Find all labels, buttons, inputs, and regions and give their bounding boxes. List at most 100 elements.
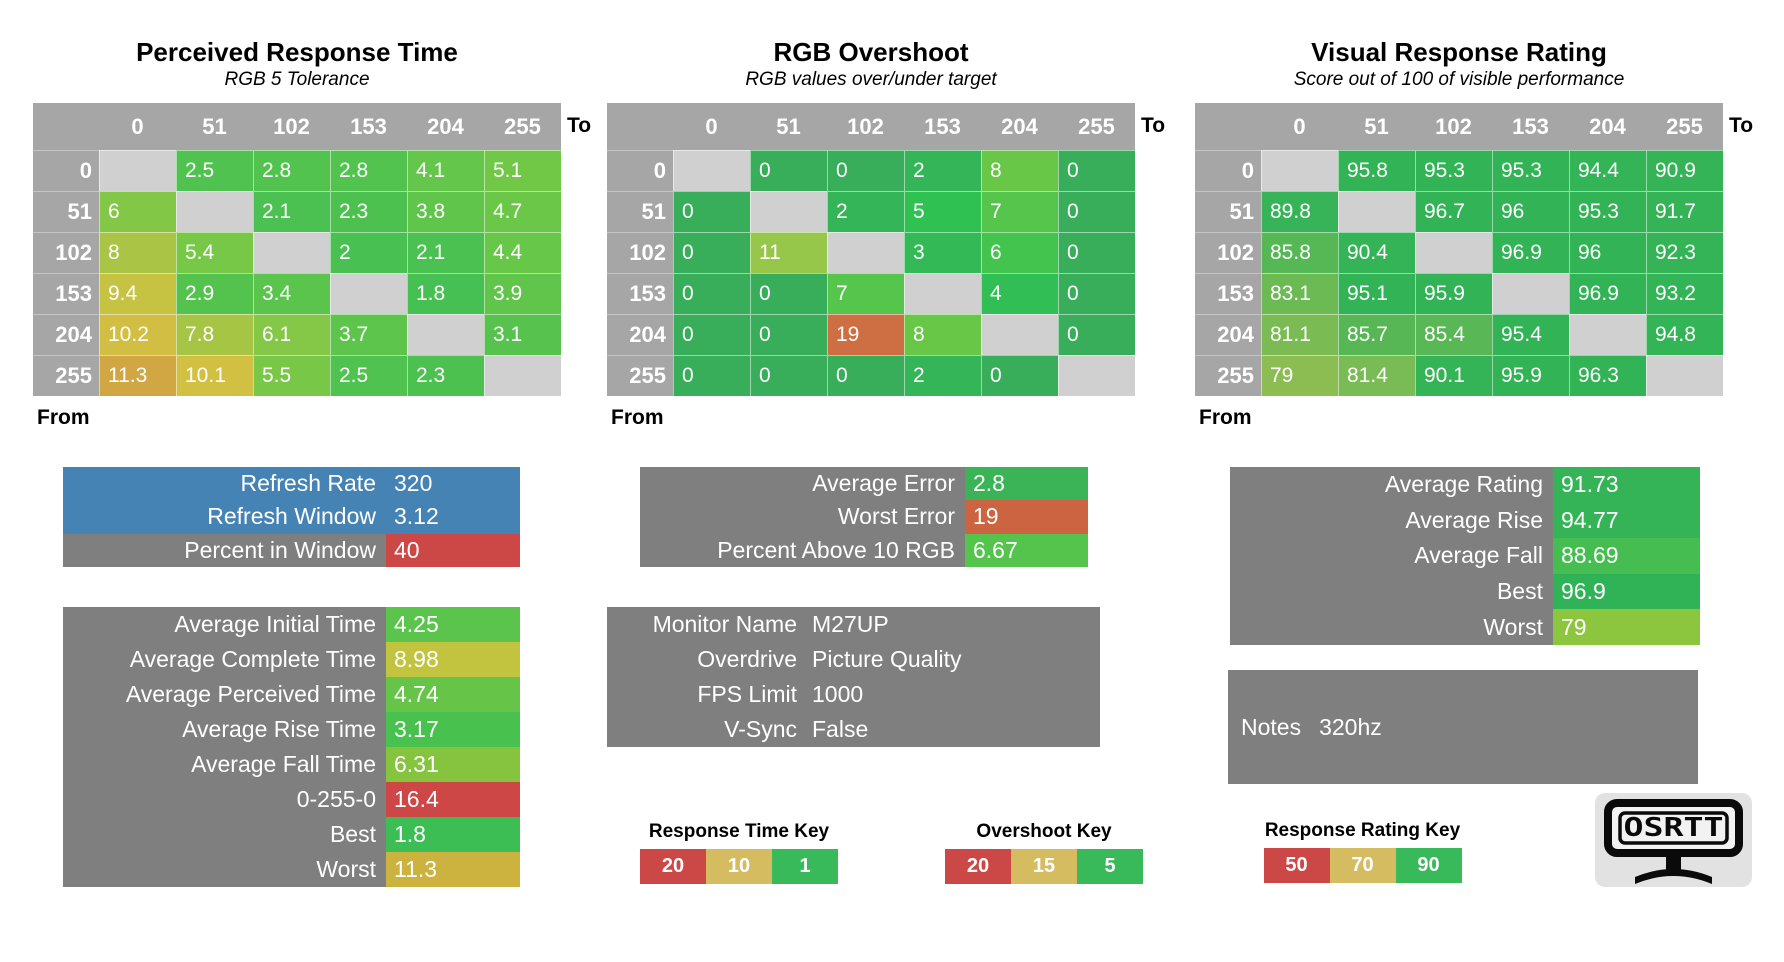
heatmap-cell: 19: [827, 314, 904, 355]
heatmap-cell: 4.1: [407, 150, 484, 191]
heatmap-cell: 8: [981, 150, 1058, 191]
summary-value: 11.3: [386, 852, 520, 887]
summary-value: 16.4: [386, 782, 520, 817]
heatmap-cell: 95.1: [1338, 273, 1415, 314]
summary-row: Average Fall Time 6.31: [63, 747, 520, 782]
row-header-102: 102: [607, 232, 673, 273]
heatmap-cell: 3.1: [484, 314, 561, 355]
axis-from-label: From: [1199, 406, 1252, 429]
summary-value: 4.25: [386, 607, 520, 642]
summary-value: 94.77: [1553, 502, 1700, 539]
heatmap-cell-diagonal: [904, 273, 981, 314]
heatmap-cell: 4.7: [484, 191, 561, 232]
row-header-153: 153: [607, 273, 673, 314]
row-header-102: 102: [1195, 232, 1261, 273]
info-value: M27UP: [812, 611, 889, 637]
heatmap-cell: 4: [981, 273, 1058, 314]
axis-to-label: To: [1729, 114, 1754, 137]
heatmap-perceived-response-time: Perceived Response Time RGB 5 Tolerance …: [33, 30, 591, 430]
heatmap-cell: 2: [827, 191, 904, 232]
summary-label: Percent in Window: [63, 533, 386, 567]
heatmap-cell: 2.5: [330, 355, 407, 396]
heatmap-cell: 90.4: [1338, 232, 1415, 273]
heatmap-cell: 79: [1261, 355, 1338, 396]
corner-cell: [1195, 103, 1261, 150]
heatmap-grid: 0 51 102 153 204 255 0 0 0 2 8 0 51 0 2 5 7 0 102 0 11 3 6 0 153…: [607, 103, 1135, 396]
heatmap-rgb-overshoot: RGB Overshoot RGB values over/under targ…: [607, 30, 1165, 430]
summary-label: Average Perceived Time: [63, 677, 386, 712]
heatmap-cell-diagonal: [1569, 314, 1646, 355]
col-header-51: 51: [750, 103, 827, 150]
osrtt-logo: OSRTT: [1595, 793, 1752, 887]
col-header-153: 153: [330, 103, 407, 150]
heatmap-cell: 0: [981, 355, 1058, 396]
col-header-51: 51: [176, 103, 253, 150]
heatmap-cell: 89.8: [1261, 191, 1338, 232]
heatmap-cell: 0: [750, 314, 827, 355]
heatmap-cell: 1.8: [407, 273, 484, 314]
summary-row: Worst 11.3: [63, 852, 520, 887]
heatmap-cell-diagonal: [407, 314, 484, 355]
chart-subtitle: Score out of 100 of visible performance: [1293, 69, 1625, 90]
row-header-51: 51: [1195, 191, 1261, 232]
col-header-51: 51: [1338, 103, 1415, 150]
summary-label: Average Rise: [1230, 502, 1553, 539]
overshoot-summary-panel: Average Error 2.8 Worst Error 19 Percent Abo…: [640, 467, 1088, 567]
heatmap-cell: 7.8: [176, 314, 253, 355]
heatmap-visual-response-rating: Visual Response Rating Score out of 100 …: [1195, 30, 1753, 430]
heatmap-cell: 8: [99, 232, 176, 273]
heatmap-cell: 7: [981, 191, 1058, 232]
axis-to-label: To: [567, 114, 592, 137]
col-header-204: 204: [1569, 103, 1646, 150]
logo-text: OSRTT: [1624, 813, 1724, 843]
col-header-255: 255: [484, 103, 561, 150]
heatmap-cell: 0: [750, 355, 827, 396]
summary-value: 6.31: [386, 747, 520, 782]
heatmap-cell: 5.5: [253, 355, 330, 396]
chart-title: RGB Overshoot: [773, 37, 969, 67]
heatmap-cell: 96: [1569, 232, 1646, 273]
heatmap-cell: 7: [827, 273, 904, 314]
key-cell: 20: [640, 849, 706, 884]
heatmap-cell-diagonal: [981, 314, 1058, 355]
summary-label: Average Rise Time: [63, 712, 386, 747]
summary-row: Refresh Rate 320: [63, 467, 520, 501]
key-cell: 15: [1011, 849, 1077, 884]
row-header-0: 0: [607, 150, 673, 191]
heatmap-cell: 95.3: [1492, 150, 1569, 191]
row-header-0: 0: [33, 150, 99, 191]
col-header-153: 153: [1492, 103, 1569, 150]
summary-row: Worst Error 19: [640, 500, 1088, 534]
col-header-102: 102: [253, 103, 330, 150]
info-value: False: [812, 716, 869, 742]
key-cells: 50 70 90: [1262, 848, 1463, 883]
heatmap-cell: 93.2: [1646, 273, 1723, 314]
heatmap-cell: 8: [904, 314, 981, 355]
info-value: 1000: [812, 681, 864, 707]
summary-label: Worst Error: [640, 500, 965, 534]
summary-row: Average Rise 94.77: [1230, 502, 1700, 539]
summary-row: Average Rise Time 3.17: [63, 712, 520, 747]
summary-row: Percent Above 10 RGB 6.67: [640, 533, 1088, 567]
monitor-info-panel: Monitor Name M27UP Overdrive Picture Qualit…: [607, 607, 1100, 747]
heatmap-cell: 10.2: [99, 314, 176, 355]
summary-row: Percent in Window 40: [63, 533, 520, 567]
summary-value: 4.74: [386, 677, 520, 712]
heatmap-cell: 3.7: [330, 314, 407, 355]
summary-label: Average Fall: [1230, 538, 1553, 574]
summary-row: Average Rating 91.73: [1230, 467, 1700, 503]
summary-label: 0-255-0: [63, 782, 386, 817]
axis-to-label: To: [1141, 114, 1166, 137]
row-header-204: 204: [607, 314, 673, 355]
heatmap-cell: 96.7: [1415, 191, 1492, 232]
heatmap-cell: 85.8: [1261, 232, 1338, 273]
key-cell: 10: [706, 849, 772, 884]
heatmap-cell: 10.1: [176, 355, 253, 396]
col-header-204: 204: [981, 103, 1058, 150]
response-time-summary-panel: Average Initial Time 4.25 Average Complete…: [63, 607, 520, 887]
summary-label: Average Fall Time: [63, 747, 386, 782]
row-header-153: 153: [33, 273, 99, 314]
summary-row: Average Initial Time 4.25: [63, 607, 520, 642]
heatmap-cell: 83.1: [1261, 273, 1338, 314]
